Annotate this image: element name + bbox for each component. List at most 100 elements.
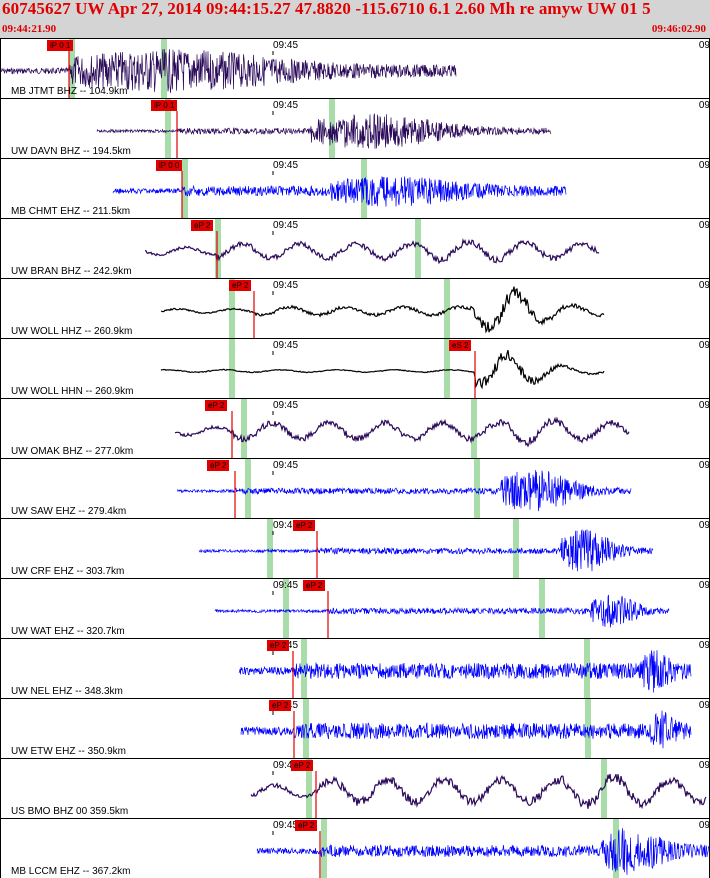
station-label: UW WAT EHZ -- 320.7km	[11, 626, 125, 637]
phase-guide-band	[283, 579, 289, 638]
edge-tick-label: 09	[698, 520, 710, 531]
seismogram-trace	[238, 650, 692, 693]
phase-pick-flag[interactable]: eP 2	[295, 820, 318, 831]
phase-guide-band	[306, 759, 312, 818]
trace-panel[interactable]: 09:45 09 eP 2 UW SAW EHZ -- 279.4km	[0, 458, 710, 518]
event-title: 60745627 UW Apr 27, 2014 09:44:15.27 47.…	[2, 0, 651, 18]
phase-guide-band	[613, 819, 619, 878]
phase-guide-band	[321, 819, 327, 878]
seismogram-trace	[176, 470, 632, 512]
phase-pick-flag[interactable]: eP 2	[191, 220, 214, 231]
waveform-plot	[176, 459, 632, 518]
tick-label: 09:45	[273, 220, 299, 231]
station-label: UW OMAK BHZ -- 277.0km	[11, 446, 134, 457]
seismogram-trace	[1, 48, 457, 93]
waveform-plot	[174, 399, 630, 458]
phase-guide-band	[241, 399, 247, 458]
tick-label: 09:45	[273, 40, 299, 51]
seismogram-trace	[112, 176, 567, 207]
phase-guide-band	[471, 399, 477, 458]
phase-guide-band	[444, 279, 450, 338]
station-label: UW SAW EHZ -- 279.4km	[11, 506, 127, 517]
trace-panel[interactable]: 09:45 09 eP 2 MB LCCM EHZ -- 367.2km	[0, 818, 710, 878]
phase-pick-flag[interactable]: iP 0 0	[156, 160, 183, 171]
phase-guide-band	[585, 699, 591, 758]
trace-panel[interactable]: 09:45 09 eP 2 UW CRF EHZ -- 303.7km	[0, 518, 710, 578]
waveform-plot	[240, 699, 692, 758]
phase-pick-flag[interactable]: iP 0 1	[47, 40, 74, 51]
edge-tick-label: 09	[698, 340, 710, 351]
edge-tick-label: 09	[698, 100, 710, 111]
waveform-plot	[250, 759, 707, 818]
phase-guide-band	[229, 339, 235, 398]
waveform-plot	[96, 99, 552, 158]
tick-label: 09:45	[273, 520, 299, 531]
trace-panel[interactable]: 09:45 09 eP 2 UW WAT EHZ -- 320.7km	[0, 578, 710, 638]
trace-panel[interactable]: 09:45 09 eS 2 UW WOLL HHN -- 260.9km	[0, 338, 710, 398]
seismogram-trace	[174, 416, 630, 448]
trace-panel[interactable]: 09:45 09 eP 2 UW WOLL HHZ -- 260.9km	[0, 278, 710, 338]
trace-panel[interactable]: 09:45 09 iP 0 1 MB JTMT BHZ -- 104.9km	[0, 38, 710, 98]
phase-guide-band	[267, 519, 273, 578]
station-label: MB JTMT BHZ -- 104.9km	[11, 86, 128, 97]
phase-guide-band	[539, 579, 545, 638]
station-label: UW DAVN BHZ -- 194.5km	[11, 146, 131, 157]
edge-tick-label: 09	[698, 280, 710, 291]
phase-guide-band	[165, 99, 171, 158]
tick-label: 09:45	[273, 580, 299, 591]
phase-pick-flag[interactable]: eP 2	[229, 280, 252, 291]
tick-label: 09:45	[273, 760, 299, 771]
edge-tick-label: 09	[698, 760, 710, 771]
tick-label: 09:45	[273, 100, 299, 111]
seismogram-trace	[240, 710, 692, 749]
end-time: 09:46:02.90	[651, 23, 706, 35]
edge-tick-label: 09	[698, 640, 710, 651]
phase-guide-band	[215, 219, 221, 278]
trace-panel[interactable]: 09:45 09 eP 2 UW OMAK BHZ -- 277.0km	[0, 398, 710, 458]
station-label: UW WOLL HHN -- 260.9km	[11, 386, 134, 397]
seismogram-trace	[256, 828, 710, 875]
phase-pick-flag[interactable]: eP 2	[205, 400, 228, 411]
edge-tick-label: 09	[698, 160, 710, 171]
waveform-plot	[214, 579, 670, 638]
phase-pick-flag[interactable]: eP 2	[291, 760, 314, 771]
waveform-plot	[1, 39, 457, 98]
edge-tick-label: 09	[698, 700, 710, 711]
edge-tick-label: 09	[698, 400, 710, 411]
phase-guide-band	[474, 459, 480, 518]
trace-panel[interactable]: 09:45 09 iP 0 1 UW DAVN BHZ -- 194.5km	[0, 98, 710, 158]
station-label: UW ETW EHZ -- 350.9km	[11, 746, 127, 757]
seismogram-trace	[160, 286, 605, 334]
phase-guide-band	[513, 519, 519, 578]
phase-pick-flag[interactable]: eP 2	[207, 460, 230, 471]
trace-panel[interactable]: 09:45 09 eP 2 UW BRAN BHZ -- 242.9km	[0, 218, 710, 278]
edge-tick-label: 09	[698, 220, 710, 231]
phase-pick-flag[interactable]: eP 2	[269, 700, 292, 711]
phase-pick-flag[interactable]: eP 2	[303, 580, 326, 591]
station-label: UW NEL EHZ -- 348.3km	[11, 686, 123, 697]
phase-pick-flag[interactable]: eP 2	[293, 520, 316, 531]
seismogram-trace	[198, 529, 654, 572]
phase-guide-band	[444, 339, 450, 398]
seismogram-trace	[250, 773, 707, 810]
trace-panel[interactable]: 09:45 09 iP 0 0 MB CHMT EHZ -- 211.5km	[0, 158, 710, 218]
trace-panel[interactable]: 09:45 09 eP 2 US BMO BHZ 00 359.5km	[0, 758, 710, 818]
seismogram-trace	[214, 594, 670, 628]
phase-guide-band	[182, 159, 188, 218]
tick-label: 09:45	[273, 400, 299, 411]
tick-label: 09:45	[273, 820, 299, 831]
phase-pick-flag[interactable]: iP 0 1	[151, 100, 178, 111]
station-label: MB LCCM EHZ -- 367.2km	[11, 866, 131, 877]
phase-pick-flag[interactable]: eP 2	[267, 640, 290, 651]
start-time: 09:44:21.90	[2, 23, 57, 35]
station-label: UW CRF EHZ -- 303.7km	[11, 566, 125, 577]
phase-pick-flag[interactable]: eS 2	[449, 340, 472, 351]
edge-tick-label: 09	[698, 580, 710, 591]
event-header: 60745627 UW Apr 27, 2014 09:44:15.27 47.…	[0, 0, 710, 38]
waveform-plot	[256, 819, 710, 878]
edge-tick-label: 09	[698, 40, 710, 51]
station-label: UW BRAN BHZ -- 242.9km	[11, 266, 132, 277]
waveform-plot	[238, 639, 692, 698]
